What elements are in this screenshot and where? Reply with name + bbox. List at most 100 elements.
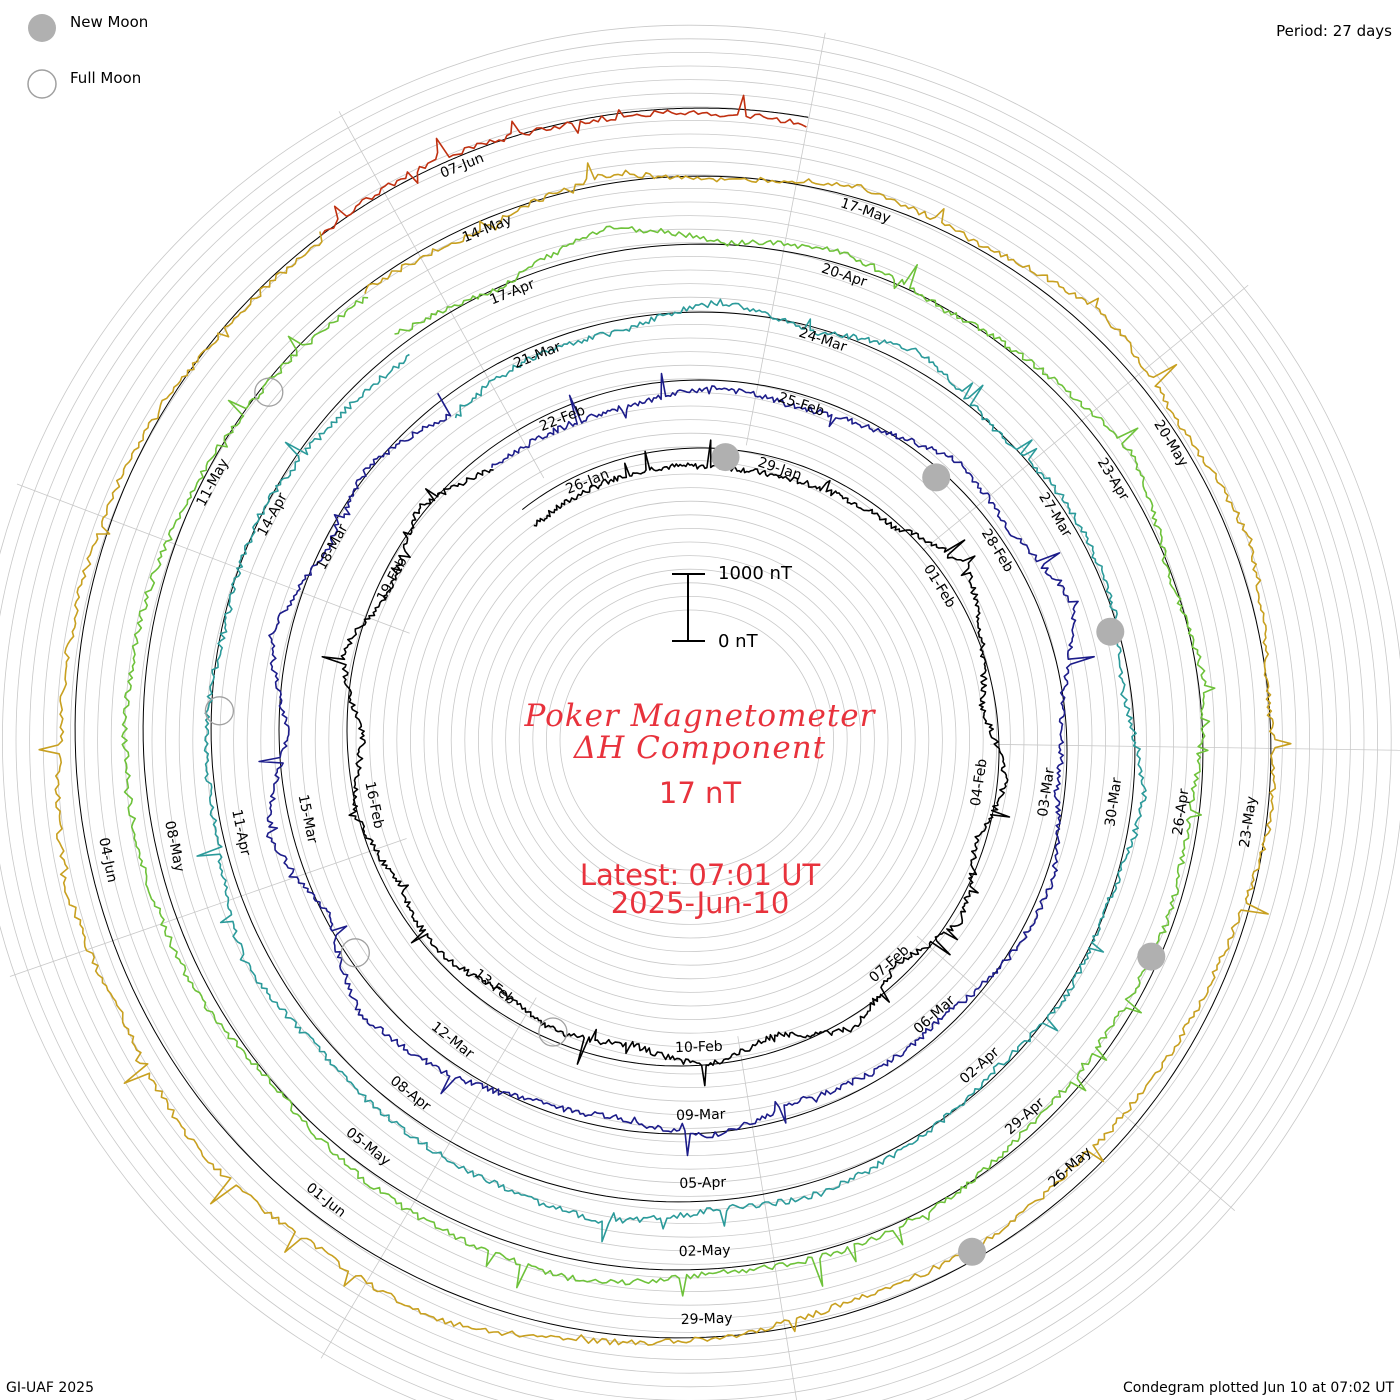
grid-ring bbox=[205, 255, 1175, 1225]
grid-ring bbox=[369, 419, 1011, 1061]
footer-credit: GI-UAF 2025 bbox=[6, 1380, 94, 1396]
day-spoke bbox=[745, 32, 826, 446]
latest-date: 2025-Jun-10 bbox=[610, 886, 790, 920]
date-label: 09-Mar bbox=[676, 1107, 726, 1124]
grid-ring bbox=[15, 65, 1365, 1400]
moon-markers bbox=[204, 377, 1166, 1266]
grid-ring bbox=[97, 147, 1283, 1333]
grid-rings bbox=[0, 25, 1400, 1400]
grid-ring bbox=[301, 351, 1079, 1129]
grid-ring bbox=[491, 541, 889, 939]
new-moon-marker bbox=[922, 463, 951, 492]
new-moon-marker bbox=[1137, 942, 1166, 971]
grid-ring bbox=[328, 378, 1052, 1102]
date-label: 03-Mar bbox=[1035, 767, 1058, 818]
day-spoke bbox=[916, 935, 1236, 1212]
grid-ring bbox=[559, 609, 821, 871]
grid-ring bbox=[260, 310, 1120, 1170]
day-spokes bbox=[9, 32, 1400, 1400]
series-trace bbox=[121, 225, 1216, 1297]
date-label: 26-May bbox=[1045, 1144, 1094, 1190]
date-label: 18-Mar bbox=[314, 521, 352, 572]
date-label: 05-May bbox=[343, 1125, 394, 1170]
grid-ring bbox=[83, 133, 1297, 1347]
date-label: 02-May bbox=[679, 1243, 731, 1261]
current-value: 17 nT bbox=[658, 776, 742, 810]
date-label: 11-Apr bbox=[228, 808, 253, 857]
grid-ring bbox=[29, 79, 1351, 1400]
series-trace bbox=[258, 372, 1095, 1157]
grid-ring bbox=[464, 514, 916, 966]
date-label: 11-May bbox=[194, 456, 233, 509]
grid-ring bbox=[518, 568, 862, 912]
footer-plot-time: Condegram plotted Jun 10 at 07:02 UT bbox=[1123, 1380, 1394, 1396]
series-trace bbox=[196, 298, 1147, 1243]
baseline-turn bbox=[74, 175, 1272, 1339]
scale-top-label: 1000 nT bbox=[718, 563, 792, 584]
period-label: Period: 27 days bbox=[1276, 22, 1392, 40]
scale-bottom-label: 0 nT bbox=[718, 631, 758, 652]
grid-ring bbox=[423, 473, 957, 1007]
day-spoke bbox=[320, 997, 537, 1359]
date-label: 26-Apr bbox=[1170, 788, 1193, 837]
date-label: 01-Jun bbox=[303, 1180, 349, 1221]
grid-ring bbox=[138, 188, 1242, 1292]
grid-ring bbox=[546, 596, 835, 885]
grid-ring bbox=[178, 228, 1202, 1252]
grid-ring bbox=[56, 106, 1324, 1374]
baseline-turn bbox=[142, 243, 1204, 1271]
day-spoke bbox=[737, 1036, 797, 1400]
baseline-turn bbox=[321, 107, 809, 236]
grid-ring bbox=[437, 487, 943, 993]
latest-time: Latest: 07:01 UT bbox=[579, 858, 821, 892]
date-label: 19-Feb bbox=[374, 555, 411, 605]
grid-ring bbox=[396, 446, 984, 1034]
grid-ring bbox=[409, 459, 971, 1021]
full-moon-marker bbox=[204, 696, 235, 726]
baseline-turn bbox=[278, 379, 1068, 1135]
grid-ring bbox=[124, 174, 1256, 1306]
new-moon-icon bbox=[28, 14, 56, 42]
data-series bbox=[38, 94, 1292, 1346]
full-moon-marker bbox=[340, 938, 370, 968]
date-label: 14-May bbox=[460, 212, 514, 246]
full-moon-icon bbox=[27, 69, 57, 99]
full-moon-label: Full Moon bbox=[70, 69, 142, 87]
chart-title: Poker Magnetometer bbox=[524, 698, 876, 734]
date-label: 30-Mar bbox=[1102, 776, 1125, 827]
grid-ring bbox=[505, 555, 875, 925]
day-spoke bbox=[922, 284, 1249, 551]
full-moon-marker bbox=[254, 377, 284, 407]
grid-ring bbox=[2, 52, 1378, 1400]
new-moon-marker bbox=[711, 443, 740, 472]
grid-ring bbox=[273, 323, 1107, 1157]
new-moon-marker bbox=[958, 1237, 986, 1266]
series-trace bbox=[321, 94, 807, 236]
legend-symbols bbox=[27, 14, 57, 99]
chart-subtitle: ΔH Component bbox=[573, 730, 827, 766]
day-spoke bbox=[9, 838, 407, 977]
series-trace bbox=[38, 162, 1292, 1346]
grid-ring bbox=[532, 582, 848, 898]
grid-ring bbox=[0, 38, 1392, 1400]
date-label: 06-Mar bbox=[911, 992, 959, 1037]
grid-ring bbox=[450, 500, 930, 980]
new-moon-label: New Moon bbox=[70, 13, 149, 31]
grid-ring bbox=[110, 160, 1270, 1320]
grid-ring bbox=[233, 283, 1147, 1197]
full-moon-marker bbox=[538, 1017, 568, 1047]
new-moon-marker bbox=[1096, 617, 1125, 646]
series-trace bbox=[321, 439, 1011, 1087]
date-label: 29-Apr bbox=[1002, 1095, 1048, 1138]
grid-ring bbox=[70, 120, 1310, 1360]
date-label: 04-Feb bbox=[968, 758, 991, 808]
date-label: 23-Apr bbox=[1094, 455, 1132, 503]
grid-ring bbox=[219, 269, 1161, 1211]
date-label: 07-Feb bbox=[866, 942, 912, 986]
date-label: 29-May bbox=[681, 1311, 733, 1329]
grid-ring bbox=[477, 528, 903, 953]
date-label: 12-Mar bbox=[428, 1019, 477, 1062]
date-label: 21-Mar bbox=[511, 339, 563, 372]
grid-ring bbox=[355, 405, 1025, 1075]
